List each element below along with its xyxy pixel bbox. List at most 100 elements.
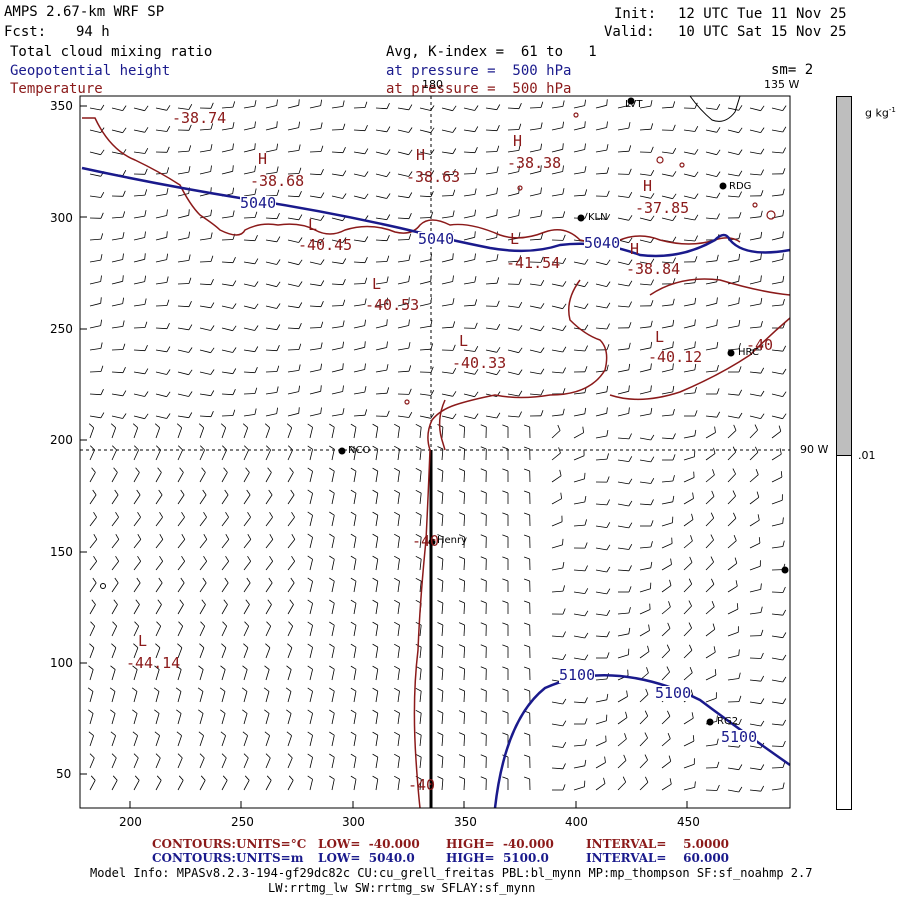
- wind-barb: [463, 624, 465, 637]
- wind-barb-flag: [523, 490, 530, 494]
- wind-barb-flag: [480, 534, 487, 538]
- height-label: 5100: [655, 684, 692, 702]
- wind-barb: [639, 413, 651, 417]
- wind-barb-flag: [254, 303, 259, 309]
- wind-barb: [749, 789, 761, 792]
- wind-barb: [683, 787, 695, 791]
- wind-barb-flag: [137, 534, 142, 540]
- wind-barb: [375, 195, 387, 199]
- wind-barb-flag: [224, 489, 229, 496]
- wind-barb-flag: [628, 145, 632, 152]
- station-kln-marker[interactable]: [577, 214, 585, 222]
- wind-barb: [89, 735, 94, 747]
- station-nco-marker[interactable]: [338, 447, 346, 455]
- wind-barb-flag: [644, 710, 649, 717]
- wind-barb-flag: [176, 665, 182, 670]
- wind-barb-flag: [364, 257, 368, 263]
- station-rdg-marker[interactable]: [719, 182, 727, 190]
- wind-barb-flag: [188, 301, 192, 307]
- wind-barb-flag: [458, 688, 465, 692]
- wind-barb-flag: [628, 385, 630, 392]
- wind-barb: [353, 625, 357, 637]
- wind-barb-flag: [320, 301, 324, 307]
- wind-barb: [111, 669, 116, 681]
- wind-barb-flag: [276, 365, 280, 372]
- wind-barb: [199, 516, 207, 527]
- wind-barb: [331, 757, 335, 769]
- wind-barb: [419, 735, 422, 747]
- wind-barb-flag: [782, 740, 786, 747]
- wind-barb: [199, 283, 212, 286]
- wind-barb: [595, 635, 608, 638]
- colorbar-label: .01: [858, 449, 876, 462]
- wind-barb-flag: [372, 687, 378, 692]
- wind-barb: [397, 669, 400, 681]
- wind-barb: [639, 503, 652, 506]
- wind-barb-flag: [286, 665, 292, 670]
- wind-barb-flag: [298, 323, 302, 329]
- wind-barb-flag: [307, 445, 313, 450]
- y-tick: 150: [50, 545, 73, 559]
- wind-barb-flag: [480, 666, 487, 670]
- wind-barb-flag: [779, 448, 782, 455]
- wind-barb: [375, 369, 387, 373]
- wind-barb-flag: [134, 621, 139, 627]
- wind-barb: [331, 493, 335, 505]
- station-henry-marker[interactable]: [428, 538, 436, 546]
- wind-barb-flag: [288, 775, 294, 781]
- temp-label: -38.68: [250, 172, 305, 190]
- wind-barb: [507, 129, 520, 131]
- wind-barb: [463, 712, 465, 725]
- wind-barb: [199, 171, 211, 175]
- wind-barb: [375, 537, 379, 549]
- wind-barb: [397, 260, 409, 263]
- wind-barb-flag: [408, 342, 411, 349]
- wind-barb-flag: [474, 369, 479, 375]
- station-rg2-marker[interactable]: [706, 718, 714, 726]
- wind-barb-flag: [254, 188, 257, 195]
- wind-barb-flag: [584, 472, 586, 479]
- wind-barb-flag: [177, 753, 183, 759]
- station-hrc-marker[interactable]: [727, 349, 735, 357]
- wind-barb: [375, 559, 379, 571]
- wind-barb-flag: [782, 275, 785, 282]
- wind-barb-flag: [329, 577, 335, 582]
- wind-barb: [441, 558, 444, 571]
- wind-barb-flag: [93, 534, 98, 540]
- wind-barb-flag: [220, 665, 226, 670]
- wind-barb: [683, 650, 693, 659]
- wind-barb: [397, 691, 400, 703]
- wind-barb: [441, 216, 453, 219]
- wind-barb: [419, 393, 431, 396]
- wind-barb: [89, 647, 95, 659]
- wind-barb-flag: [650, 300, 654, 306]
- wind-barb-flag: [364, 148, 369, 154]
- wind-barb: [397, 581, 400, 593]
- station-marker[interactable]: [781, 566, 789, 574]
- wind-barb: [639, 239, 651, 243]
- wind-barb: [551, 723, 563, 727]
- wind-barb: [397, 515, 400, 527]
- wind-barb-flag: [415, 621, 422, 626]
- wind-barb-flag: [474, 253, 476, 260]
- wind-barb: [265, 735, 270, 747]
- wind-barb-flag: [666, 666, 670, 673]
- wind-barb-flag: [415, 511, 422, 516]
- station-lvt-marker[interactable]: [627, 97, 635, 105]
- wind-barb: [639, 694, 649, 703]
- wind-barb-flag: [100, 319, 102, 326]
- low-marker: L: [655, 328, 665, 346]
- wind-barb-flag: [232, 143, 234, 150]
- wind-barb: [705, 195, 717, 199]
- wind-barb-flag: [496, 277, 500, 284]
- wind-barb: [419, 195, 432, 198]
- field-geopotential: Geopotential height: [10, 63, 171, 79]
- wind-barb: [661, 564, 672, 571]
- wind-barb: [265, 305, 277, 309]
- wind-barb-flag: [437, 666, 444, 670]
- wind-barb-flag: [496, 166, 499, 173]
- wind-barb: [573, 501, 585, 505]
- wind-barb-flag: [738, 342, 741, 350]
- wind-barb-flag: [290, 577, 295, 584]
- wind-barb-flag: [523, 732, 530, 736]
